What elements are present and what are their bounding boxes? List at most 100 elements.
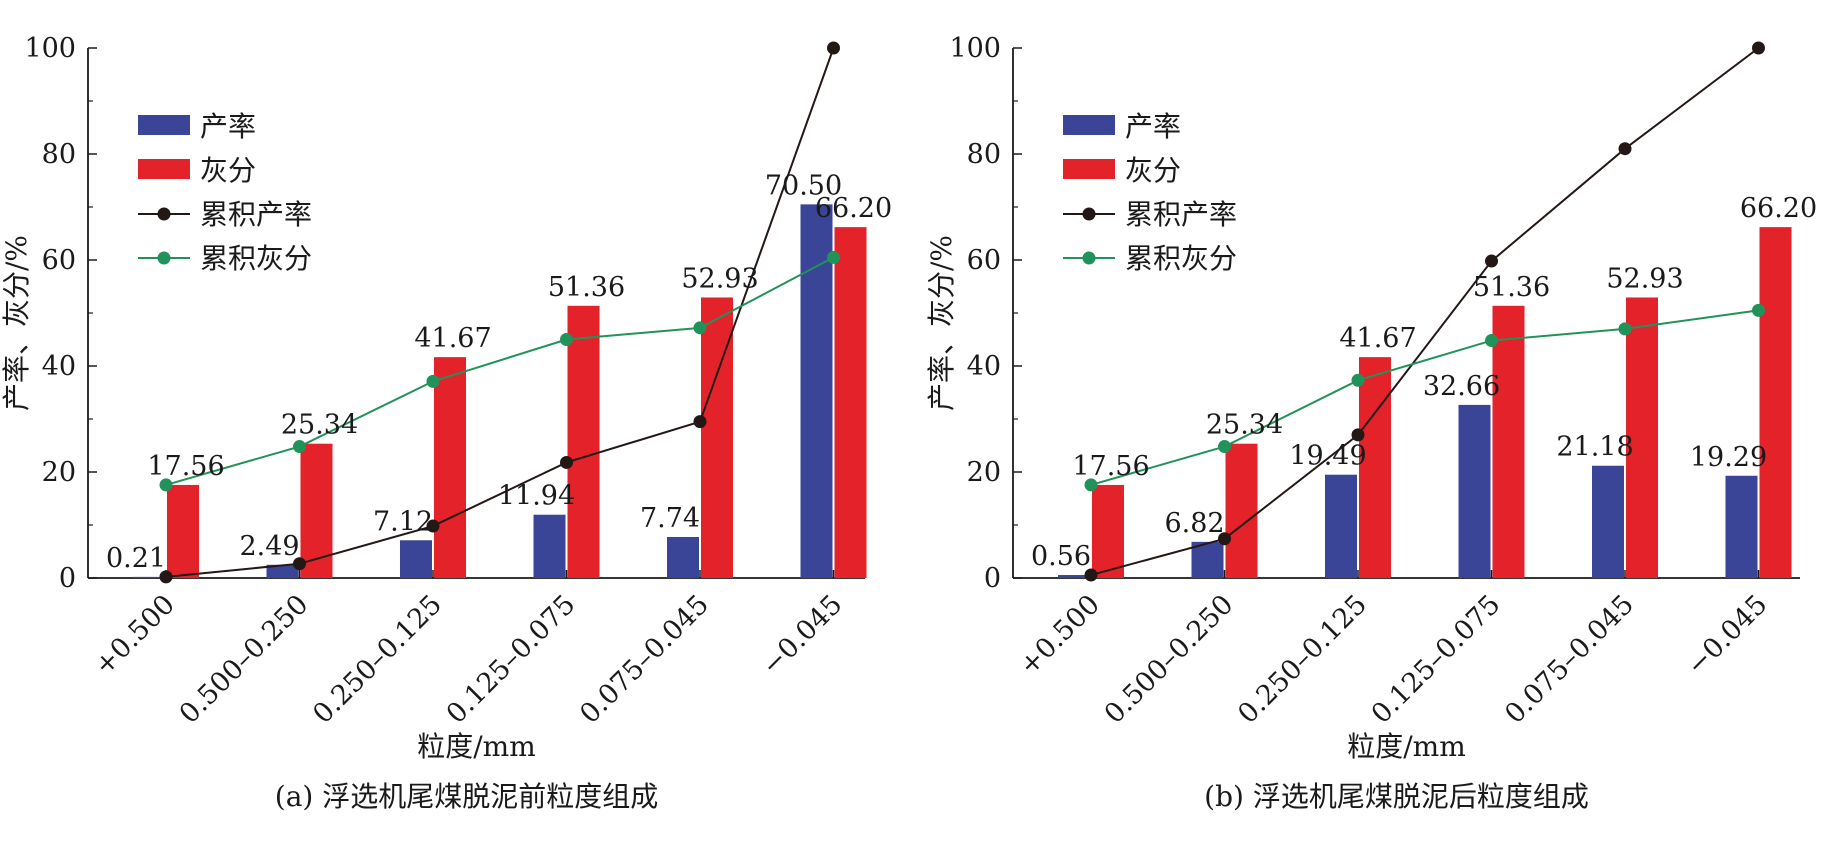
ash-bar [1626,297,1658,578]
ash-data-label: 52.93 [1606,263,1683,294]
x-tick-label: +0.500 [1013,589,1106,682]
yield-data-label: 19.29 [1690,442,1767,473]
yield-data-label: 19.49 [1289,441,1366,472]
cumulative-ash-point [1752,303,1765,317]
cumulative-yield-point [426,519,440,533]
cumulative-yield-point [560,455,573,469]
ash-data-label: 52.93 [681,263,758,294]
cumulative-yield-point [1351,428,1365,442]
cumulative-yield-line [165,47,835,578]
x-tick-label: −0.045 [756,589,849,682]
ash-bar [1092,484,1124,578]
yield-data-label: 0.21 [106,543,166,574]
y-tick-label: 0 [984,563,1001,594]
ash-bar [834,227,867,578]
yield-bar [1725,475,1758,578]
cumulative-ash-point [827,250,840,264]
ash-bar [167,484,199,578]
cumulative-ash-point [560,333,573,346]
y-tick-label: 100 [24,33,76,64]
ash-data-label: 17.56 [147,451,224,482]
legend-swatch-ash [138,159,190,179]
legend-swatch-yield [1063,115,1115,135]
cumulative-ash-point [159,478,173,492]
yield-bar [400,540,432,578]
cumulative-ash-point [1218,440,1231,454]
x-tick-label: 0.125–0.075 [1366,589,1507,730]
cumulative-ash-point [1351,373,1365,387]
yield-bar [1592,465,1624,578]
cumulative-ash-point [426,374,440,388]
yield-bar [533,514,566,578]
cumulative-yield-point [1084,568,1098,582]
cumulative-ash-point [1485,334,1498,348]
ash-bar [434,357,466,578]
panel-caption: (b) 浮选机尾煤脱泥后粒度组成 [1204,780,1589,813]
ash-bar [1225,443,1258,578]
yield-bar [1458,404,1491,578]
y-tick-label: 40 [42,351,76,382]
ash-data-label: 66.20 [1740,193,1817,224]
x-tick-label: −0.045 [1681,589,1774,682]
ash-data-label: 25.34 [281,410,358,441]
x-tick-label: 0.250–0.125 [1232,589,1373,730]
legend-label: 累积灰分 [1125,242,1237,275]
ash-bar [1359,357,1391,578]
cumulative-yield-point [1752,41,1765,55]
cumulative-ash-line [1090,309,1759,486]
y-tick-label: 60 [967,245,1001,276]
chart-panel-a: 0 20 40 60 80 100 +0.5000.500–0.2500.250–0.125… [0,33,892,813]
y-tick-label: 20 [967,457,1001,488]
ash-data-label: 51.36 [548,272,625,303]
x-axis-title: 粒度/mm [1347,730,1466,763]
ash-bar [701,297,733,578]
cumulative-ash-point [693,321,707,335]
yield-data-label: 7.12 [373,506,433,537]
yield-bar [1191,541,1224,578]
cumulative-ash-line [165,256,834,486]
cumulative-yield-point [1218,532,1231,546]
y-tick-label: 100 [949,33,1001,64]
yield-bar [266,564,299,578]
cumulative-ash-point [1618,322,1632,336]
legend-swatch-ash [1063,159,1115,179]
yield-bar [133,576,165,578]
yield-data-label: 21.18 [1556,432,1633,463]
x-tick-label: 0.500–0.250 [174,589,315,730]
legend-swatch-yield [138,115,190,135]
cumulative-yield-point [827,41,840,55]
ash-bar [567,305,600,578]
chart-panel-b: 0 20 40 60 80 100 +0.5000.500–0.2500.250–0.125… [925,33,1817,813]
y-tick-label: 20 [42,457,76,488]
y-tick-label: 80 [967,139,1001,170]
yield-data-label: 6.82 [1164,508,1224,539]
yield-data-label: 0.56 [1031,541,1091,572]
x-tick-label: 0.125–0.075 [441,589,582,730]
y-tick-label: 0 [59,563,76,594]
ash-data-label: 25.34 [1206,410,1283,441]
yield-data-label: 70.50 [765,170,842,201]
legend-label: 累积灰分 [200,242,312,275]
legend-swatch-cum-ash-marker [1082,251,1096,265]
ash-data-label: 66.20 [815,193,892,224]
legend-swatch-cum-yield-marker [157,207,171,221]
ash-data-label: 17.56 [1072,451,1149,482]
cumulative-yield-point [1485,254,1498,268]
y-tick-label: 60 [42,245,76,276]
yield-bar [667,536,699,578]
x-tick-label: 0.500–0.250 [1099,589,1240,730]
legend-label: 产率 [200,110,256,143]
y-tick-label: 80 [42,139,76,170]
legend-label: 产率 [1125,110,1181,143]
x-tick-label: 0.075–0.045 [1499,589,1640,730]
legend-swatch-cum-ash-marker [157,251,171,265]
legend-label: 灰分 [1125,154,1181,187]
ash-bar [300,443,333,578]
cumulative-yield-point [1618,142,1632,156]
y-axis-title: 产率、灰分/% [925,235,958,411]
ash-bar [1492,305,1525,578]
x-tick-label: +0.500 [88,589,181,682]
